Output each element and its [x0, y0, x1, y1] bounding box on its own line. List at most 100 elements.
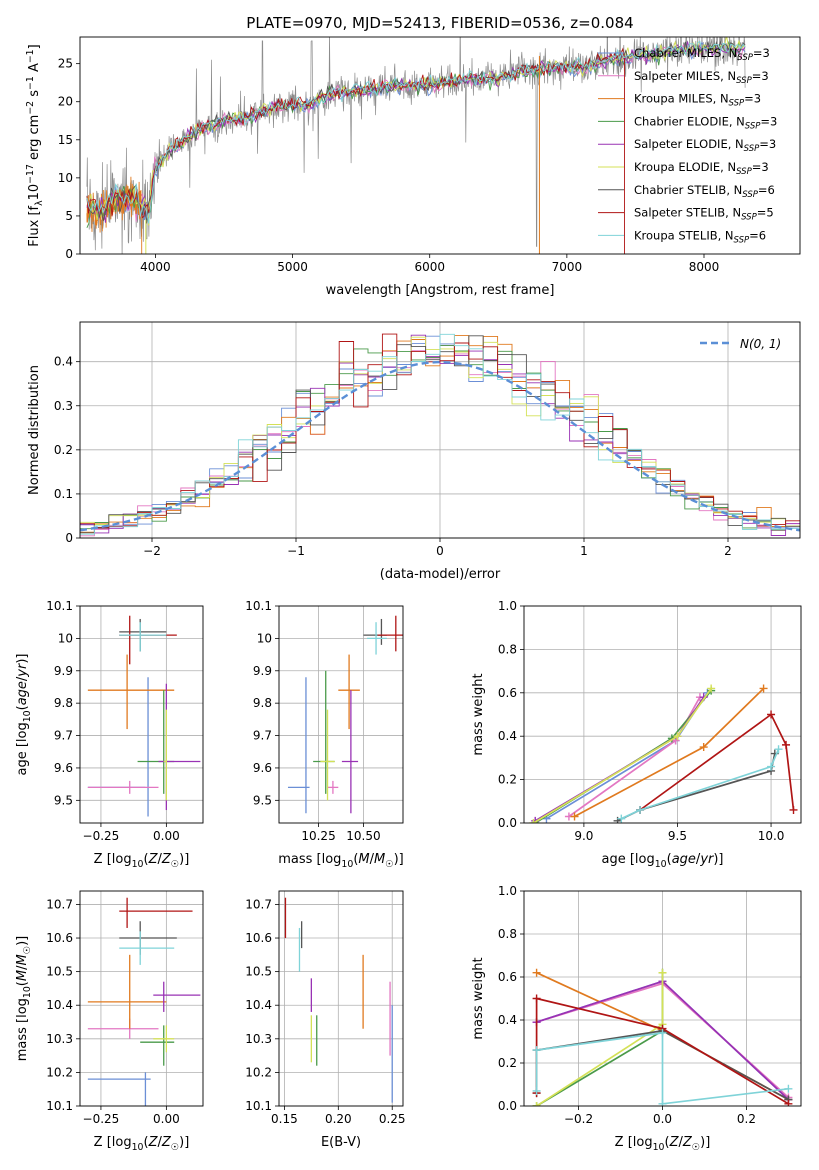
weight-line-salpeter-elodie [534, 696, 705, 822]
plot-area [87, 897, 201, 1106]
weight-marker-kroupa-stelib [532, 1086, 541, 1095]
legend-label: Salpeter MILES, NSSP=3 [634, 69, 769, 86]
y-tick-label: 0.3 [54, 399, 73, 413]
x-tick-label: 10.50 [346, 829, 380, 843]
legend-label-count: =6 [749, 228, 766, 242]
data-spectrum-line [86, 37, 746, 254]
y-tick-label: 10.1 [46, 1099, 73, 1113]
axis-label-part: Z [log [615, 1135, 653, 1150]
axis-label-part: M [15, 954, 30, 965]
residual-histogram-panel: −2 −1 0 1 2 0 0.1 0.2 0.3 0.4 N(0, 1) (data-model)/… [27, 321, 801, 582]
axis-label-part: ☉ [22, 946, 33, 954]
x-tick-label: 7000 [552, 260, 583, 274]
axis-label-part: −2 [25, 101, 36, 115]
model-spectrum-salpeter-stelib [86, 47, 625, 254]
legend-label-sub: SSP [745, 121, 761, 131]
legend-label: Kroupa STELIB, NSSP=6 [634, 228, 766, 245]
axis-label-part: −1 [25, 49, 36, 63]
legend-label-count: =3 [744, 92, 761, 106]
plot-area [87, 615, 201, 817]
axis-label-part: )] [179, 852, 189, 867]
y-tick-label: 10.4 [46, 998, 73, 1012]
x-tick-label: 0.0 [653, 1112, 672, 1126]
y-tick-label: 9.9 [253, 664, 272, 678]
axis-label-part: 10 [22, 986, 33, 998]
axis-label-part: / [678, 1135, 683, 1150]
axis-label-part: Z [669, 1135, 680, 1150]
y-tick-label: 0.4 [498, 1013, 517, 1027]
axis-label-part: ( [15, 705, 30, 710]
y-tick-label: 0 [65, 531, 73, 545]
y-tick-label: 10 [257, 631, 272, 645]
axis-label: Normed distribution [27, 365, 42, 495]
legend-label-text: Salpeter ELODIE, N [634, 137, 744, 151]
weight-line-salpeter-stelib [535, 997, 789, 1105]
y-tick-label: 0.0 [498, 1099, 517, 1113]
y-tick-label: 10.7 [245, 897, 272, 911]
axis-label-part: )] [15, 653, 30, 663]
legend-label-text: Kroupa ELODIE, N [634, 160, 736, 174]
plot-area [80, 333, 800, 537]
x-tick-label: −2 [143, 544, 161, 558]
weight-line-kroupa-miles [574, 687, 765, 818]
legend-label-sub: SSP [734, 235, 750, 245]
y-tick-label: 9.5 [54, 793, 73, 807]
y-tick-label: 0.2 [498, 1056, 517, 1070]
axis-label-part: M [358, 852, 369, 867]
histogram-kroupa-elodie [80, 336, 800, 527]
weight-marker-kroupa-miles [759, 684, 768, 693]
weight-marker-kroupa-stelib [767, 762, 776, 771]
y-tick-label: 1.0 [498, 599, 517, 613]
axis-label-part: )] [700, 1135, 710, 1150]
weight-marker-kroupa-stelib [532, 1046, 541, 1055]
weight-marker-kroupa-stelib [658, 1099, 667, 1106]
axis-label: Z [log10(Z/Z☉)] [94, 1135, 190, 1153]
axis-label: mass weight [471, 673, 486, 755]
y-tick-label: 0.4 [498, 729, 517, 743]
axis-label-part: ☉ [171, 1142, 179, 1153]
axis-label-part: −17 [25, 164, 36, 184]
y-tick-label: 0.8 [498, 642, 517, 656]
axis-label-part: / [157, 852, 162, 867]
weight-line-chabrier-stelib [617, 753, 776, 822]
axis-label-part: Z [log [94, 1135, 132, 1150]
axis-label-part: mass [log [278, 852, 341, 867]
axis-label-part: mass weight [471, 957, 486, 1039]
weight-marker-kroupa-elodie [532, 1102, 541, 1106]
spectrum-panel: 4000 5000 6000 7000 8000 0 5 10 15 20 25 Chabrier M… [25, 36, 801, 298]
axes-frame [79, 605, 204, 824]
x-tick-label: −0.25 [83, 1112, 120, 1126]
mass-weight-vs-z-panel: −0.2 0.0 0.20.00.20.40.60.81.0Z [log10(Z/Z… [471, 884, 802, 1153]
y-tick-label: 9.7 [54, 729, 73, 743]
y-tick-label: 10.6 [245, 931, 272, 945]
axis-label-part: ( [665, 1135, 670, 1150]
x-tick-label: 5000 [277, 260, 308, 274]
weight-marker-kroupa-miles [699, 743, 708, 752]
legend-label-sub: SSP [742, 190, 758, 200]
axis-label: age [log10(age/yr)] [601, 852, 723, 870]
axis-label-part: age [log [15, 722, 30, 775]
axis-label-part: / [15, 676, 30, 681]
weight-line-salpeter-stelib [639, 713, 795, 811]
axis-label-part: age [672, 852, 696, 867]
axis-label-part: Z [161, 1135, 172, 1150]
x-tick-label: 8000 [689, 260, 720, 274]
axis-label-part: )] [394, 852, 404, 867]
axis-label-part: 10 [655, 859, 667, 870]
histogram-chabrier-stelib [80, 335, 800, 534]
model-spectrum-chabrier-stelib [86, 40, 746, 224]
weight-marker-kroupa-miles [532, 968, 541, 977]
x-axis-label: E(B-V) [321, 1135, 361, 1150]
axis-label-part: / [370, 852, 375, 867]
y-tick-label: 0.1 [54, 487, 73, 501]
legend-label: Kroupa MILES, NSSP=3 [634, 92, 761, 109]
x-tick-label: 0.2 [737, 1112, 756, 1126]
y-tick-label: 10 [58, 171, 73, 185]
y-tick-label: 9.6 [54, 761, 73, 775]
weight-line-kroupa-stelib [620, 748, 780, 820]
y-tick-label: 10.3 [46, 1032, 73, 1046]
axis-label-part: s [27, 90, 42, 101]
plot-area [287, 615, 403, 814]
y-tick-label: 10.7 [46, 897, 73, 911]
y-tick-label: 0.6 [498, 686, 517, 700]
